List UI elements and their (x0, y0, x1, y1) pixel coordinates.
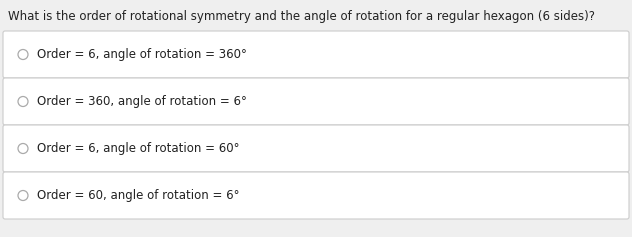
Circle shape (18, 96, 28, 106)
Circle shape (18, 191, 28, 201)
Text: Order = 6, angle of rotation = 60°: Order = 6, angle of rotation = 60° (37, 142, 240, 155)
FancyBboxPatch shape (3, 31, 629, 78)
Circle shape (18, 50, 28, 59)
FancyBboxPatch shape (3, 172, 629, 219)
Text: Order = 360, angle of rotation = 6°: Order = 360, angle of rotation = 6° (37, 95, 247, 108)
Text: What is the order of rotational symmetry and the angle of rotation for a regular: What is the order of rotational symmetry… (8, 10, 595, 23)
FancyBboxPatch shape (3, 78, 629, 125)
Text: Order = 6, angle of rotation = 360°: Order = 6, angle of rotation = 360° (37, 48, 247, 61)
Text: Order = 60, angle of rotation = 6°: Order = 60, angle of rotation = 6° (37, 189, 240, 202)
Circle shape (18, 143, 28, 154)
FancyBboxPatch shape (3, 125, 629, 172)
